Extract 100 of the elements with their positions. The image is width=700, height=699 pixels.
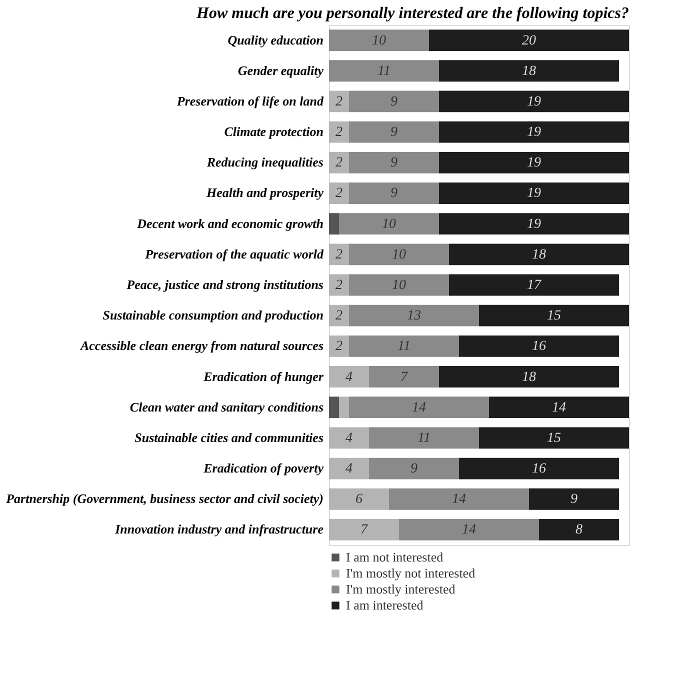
data-label: 10 [382,216,396,232]
bar [479,304,629,326]
legend-label: I'm mostly not interested [346,566,476,580]
legend-label: I am interested [346,598,424,612]
bar [439,121,629,143]
y-tick-label: Preservation of the aquatic world [145,246,324,262]
y-tick-label: Health and prosperity [205,185,324,200]
data-label: 6 [356,492,362,508]
bar [329,519,399,540]
y-tick-label: Sustainable consumption and production [102,308,324,323]
bar [329,458,369,480]
data-label: 2 [336,125,342,140]
bar [429,30,629,51]
data-label: 8 [576,522,582,538]
data-label: 9 [390,94,398,110]
y-tick-label: Reducing inequalities [206,154,324,170]
data-label: 4 [346,430,352,446]
bar [329,90,349,112]
y-tick-label: Eradication of hunger [202,368,324,384]
bar [439,366,619,388]
y-tick-label: Climate protection [224,124,324,140]
bar [349,90,439,112]
y-tick-label: Innovation industry and infrastructure [114,522,324,537]
y-tick-label: Quality education [228,32,324,48]
data-label: 13 [407,308,421,324]
data-label: 16 [532,339,546,354]
bar [349,152,439,174]
bar [329,152,349,174]
bar [439,182,629,204]
data-label: 11 [398,339,410,354]
data-label: 4 [346,462,352,477]
bar [369,427,479,449]
data-label: 9 [390,156,398,171]
data-label: 18 [522,64,536,79]
data-label: 19 [527,186,541,202]
data-label: 2 [336,278,342,293]
bar [339,213,439,235]
bar [489,396,629,418]
data-label: 19 [527,94,541,110]
bar [439,213,629,235]
bar [369,366,439,388]
y-tick-label: Partnership (Government, business sector and civil society) [6,491,324,506]
bar [349,274,449,296]
bar [329,121,349,143]
bar [329,213,339,235]
data-label: 2 [336,186,342,202]
bar [329,182,349,204]
bar [349,121,439,143]
bar [329,396,339,418]
data-label: 16 [532,462,546,477]
bar [439,60,619,82]
bar [369,458,459,480]
data-label: 2 [336,308,342,324]
bar [349,396,489,418]
data-label: 11 [418,430,430,446]
bar [329,488,389,510]
data-label: 7 [400,370,408,385]
data-label: 15 [547,430,561,446]
bar [329,30,429,51]
chart-title: How much are you personally interested are the following topics? [196,5,629,22]
y-tick-label: Accessible clean energy from natural sources [79,338,324,354]
data-label: 20 [522,33,536,48]
data-label: 9 [570,492,578,508]
y-tick-label: Peace, justice and strong institutions [126,277,324,292]
data-label: 11 [378,64,390,79]
bar [479,427,629,449]
bar [329,304,349,326]
data-label: 10 [392,278,406,293]
data-label: 4 [346,370,352,385]
bar [399,519,539,540]
y-tick-label: Decent work and economic growth [136,216,324,231]
data-label: 15 [547,308,561,324]
data-label: 2 [336,94,342,110]
bar [329,274,349,296]
y-tick-label: Clean water and sanitary conditions [130,399,324,414]
bar [439,152,629,174]
y-tick-label: Eradication of poverty [202,460,324,476]
data-label: 14 [412,400,426,416]
data-label: 9 [390,186,398,202]
data-label: 9 [410,462,418,477]
data-label: 14 [452,492,466,508]
data-label: 17 [527,278,542,293]
bar [349,304,479,326]
bar [459,458,619,480]
bar [459,335,619,357]
legend-label: I am not interested [346,550,444,564]
data-label: 18 [532,247,546,262]
data-label: 10 [372,33,386,48]
data-label: 19 [527,125,541,140]
data-label: 19 [527,216,541,232]
data-label: 2 [336,339,342,354]
bar [349,244,449,266]
bar [329,427,369,449]
bar [439,90,629,112]
y-tick-label: Preservation of life on land [176,93,324,108]
y-tick-label: Gender equality [238,62,324,78]
data-label: 10 [392,247,406,262]
data-label: 14 [552,400,566,416]
y-tick-label: Sustainable cities and communities [134,430,324,445]
bar [339,396,349,418]
